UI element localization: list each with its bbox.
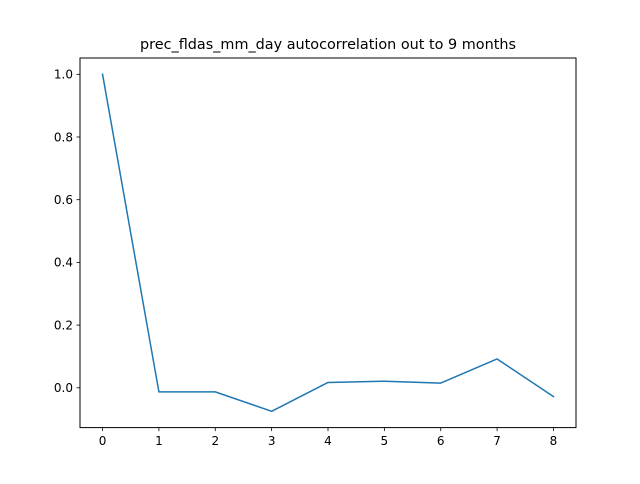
series-line-0 bbox=[101, 73, 555, 413]
x-tick-label: 6 bbox=[437, 434, 445, 448]
x-axis: 0 1 2 3 4 5 6 7 8 bbox=[99, 427, 558, 448]
x-tick-label: 7 bbox=[493, 434, 501, 448]
x-tick-label: 0 bbox=[99, 434, 107, 448]
x-tick-label: 2 bbox=[211, 434, 219, 448]
x-tick-label: 3 bbox=[268, 434, 276, 448]
y-tick-label: 0.0 bbox=[54, 381, 73, 395]
y-tick-label: 0.2 bbox=[54, 318, 73, 332]
x-tick-label: 5 bbox=[381, 434, 389, 448]
y-tick-label: 0.4 bbox=[54, 256, 73, 270]
y-tick-label: 0.8 bbox=[54, 130, 73, 144]
y-tick-label: 1.0 bbox=[54, 68, 73, 82]
y-axis: 0.0 0.2 0.4 0.6 0.8 1.0 bbox=[54, 68, 80, 395]
y-tick-label: 0.6 bbox=[54, 193, 73, 207]
x-tick-label: 1 bbox=[155, 434, 163, 448]
plot-area bbox=[101, 73, 555, 413]
x-tick-label: 4 bbox=[324, 434, 332, 448]
chart-title: prec_fldas_mm_day autocorrelation out to… bbox=[140, 37, 516, 53]
x-tick-label: 8 bbox=[550, 434, 558, 448]
